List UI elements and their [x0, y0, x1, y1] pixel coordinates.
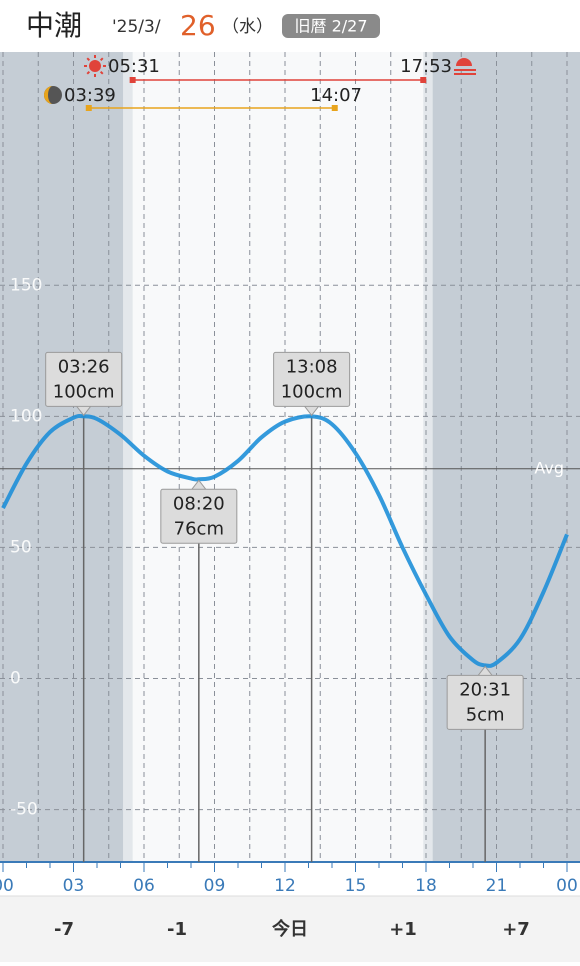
sunrise-ray: [86, 70, 91, 75]
nav-bg: [0, 896, 580, 962]
extreme-time: 03:26: [58, 356, 110, 377]
lunar-badge: [282, 14, 380, 38]
sunset-icon: [456, 58, 472, 66]
nav-button[interactable]: -1: [167, 919, 187, 940]
callout-pointer: [477, 665, 493, 676]
x-tick-label: 00: [0, 876, 14, 896]
callout-box: [273, 351, 351, 407]
extreme-time: 08:20: [173, 493, 225, 514]
sunrise-ray: [86, 57, 91, 62]
y-tick-label: 0: [10, 669, 21, 689]
x-tick-label: 00: [556, 876, 578, 896]
callout-pointer: [76, 406, 92, 417]
tide-name: 中潮: [26, 9, 82, 42]
callout-box: [160, 488, 238, 544]
extreme-height: 100cm: [53, 381, 115, 402]
sunrise-ray: [99, 57, 104, 62]
nav-button[interactable]: +7: [502, 919, 530, 940]
date-day: 26: [180, 9, 216, 42]
sunrise-time: 05:31: [108, 56, 160, 77]
night-bg: [0, 52, 124, 862]
y-tick-label: 50: [10, 537, 32, 557]
moonset-time: 14:07: [310, 85, 362, 106]
moon-set-mark: [331, 105, 338, 111]
extreme-time: 13:08: [286, 356, 338, 377]
twilight-bg: [423, 52, 433, 862]
callout-pointer: [191, 479, 207, 490]
extreme-height: 76cm: [174, 518, 224, 539]
extreme-height: 100cm: [281, 381, 343, 402]
nav-button[interactable]: 今日: [272, 918, 308, 940]
extreme-callout: 08:20 76cm: [160, 479, 238, 544]
sunrise-icon: [89, 60, 101, 72]
callout-pointer: [304, 406, 320, 417]
tide-curve: [1, 413, 569, 668]
callout-box: [446, 674, 524, 730]
x-tick-label: 09: [204, 876, 226, 896]
weekday: （水）: [222, 17, 273, 37]
nav-button[interactable]: +1: [389, 919, 417, 940]
y-tick-label: 100: [10, 406, 42, 426]
y-tick-label: 150: [10, 275, 42, 295]
nav-button[interactable]: -7: [54, 919, 74, 940]
x-tick-label: 15: [345, 876, 367, 896]
extreme-callout: 20:31 5cm: [446, 665, 524, 730]
sun-rise-mark: [129, 77, 136, 83]
x-tick-label: 12: [274, 876, 296, 896]
extreme-callout: 13:08 100cm: [273, 351, 351, 417]
twilight-bg: [123, 52, 133, 862]
extreme-height: 5cm: [466, 704, 505, 725]
x-tick-label: 03: [63, 876, 85, 896]
extreme-time: 20:31: [459, 679, 511, 700]
avg-label: Avg: [534, 458, 564, 477]
x-tick-label: 06: [133, 876, 155, 896]
lunar-date: 旧暦 2/27: [294, 17, 367, 36]
y-tick-label: -50: [10, 800, 38, 820]
extreme-callout: 03:26 100cm: [45, 351, 123, 417]
night-bg: [432, 52, 580, 862]
moon-rise-mark: [85, 105, 92, 111]
sunset-time: 17:53: [400, 56, 452, 77]
x-tick-label: 18: [415, 876, 437, 896]
date-prefix: '25/3/: [112, 17, 161, 37]
moonrise-time: 03:39: [64, 85, 116, 106]
sunrise-ray: [99, 70, 104, 75]
moon-lit: [44, 86, 53, 104]
sun-set-mark: [420, 77, 427, 83]
x-tick-label: 21: [486, 876, 508, 896]
callout-box: [45, 351, 123, 407]
